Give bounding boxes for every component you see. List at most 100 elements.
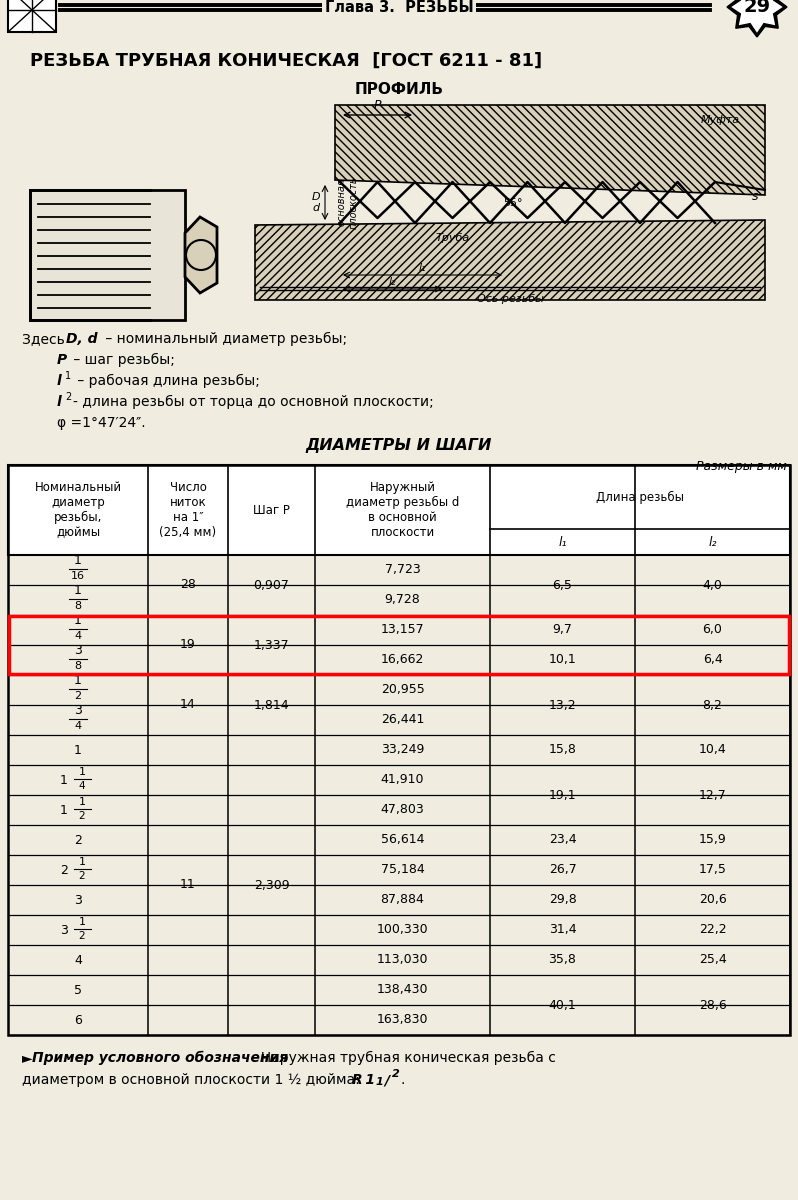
Text: ДИАМЕТРЫ И ШАГИ: ДИАМЕТРЫ И ШАГИ xyxy=(306,438,492,452)
Polygon shape xyxy=(185,217,217,293)
Text: 2: 2 xyxy=(60,864,68,876)
Polygon shape xyxy=(730,0,784,34)
Text: R 1: R 1 xyxy=(352,1073,375,1087)
Text: 20,6: 20,6 xyxy=(698,894,726,906)
Text: 33,249: 33,249 xyxy=(381,744,425,756)
Text: . Наружная трубная коническая резьба с: . Наружная трубная коническая резьба с xyxy=(252,1051,556,1066)
Text: 9,728: 9,728 xyxy=(385,594,421,606)
Text: 22,2: 22,2 xyxy=(699,924,726,936)
Text: 4: 4 xyxy=(74,631,81,641)
Text: s: s xyxy=(752,191,758,204)
Text: 4: 4 xyxy=(74,954,82,966)
Text: 1: 1 xyxy=(78,857,85,866)
Text: Число
ниток
на 1″
(25,4 мм): Число ниток на 1″ (25,4 мм) xyxy=(160,481,216,539)
Text: 1,814: 1,814 xyxy=(254,698,290,712)
Text: 12,7: 12,7 xyxy=(698,788,726,802)
Text: 2: 2 xyxy=(79,871,85,881)
Text: 113,030: 113,030 xyxy=(377,954,429,966)
Text: 0,907: 0,907 xyxy=(254,578,290,592)
Text: 1,337: 1,337 xyxy=(254,638,290,652)
Text: 1: 1 xyxy=(78,767,85,778)
Text: 10,4: 10,4 xyxy=(698,744,726,756)
Text: l₁: l₁ xyxy=(559,535,567,548)
Text: ►: ► xyxy=(22,1051,33,1066)
Text: Шаг P: Шаг P xyxy=(253,504,290,516)
Text: 3: 3 xyxy=(74,894,82,906)
Polygon shape xyxy=(255,220,765,300)
Text: 29: 29 xyxy=(744,0,771,17)
Text: 15,8: 15,8 xyxy=(548,744,576,756)
Text: 40,1: 40,1 xyxy=(549,998,576,1012)
Text: 1: 1 xyxy=(65,371,71,382)
Text: диаметром в основной плоскости 1 ½ дюйма:: диаметром в основной плоскости 1 ½ дюйма… xyxy=(22,1073,369,1087)
Text: ПРОФИЛЬ: ПРОФИЛЬ xyxy=(354,82,444,97)
Text: 35,8: 35,8 xyxy=(548,954,576,966)
Text: 2: 2 xyxy=(74,834,82,846)
Text: 163,830: 163,830 xyxy=(377,1014,429,1026)
Text: основная
плоскость: основная плоскость xyxy=(337,176,358,229)
Text: 29,8: 29,8 xyxy=(549,894,576,906)
Text: 15,9: 15,9 xyxy=(698,834,726,846)
Text: 2,309: 2,309 xyxy=(254,878,290,892)
Text: 13,157: 13,157 xyxy=(381,624,425,636)
Text: – шаг резьбы;: – шаг резьбы; xyxy=(69,353,175,367)
Text: 4,0: 4,0 xyxy=(702,578,722,592)
Text: 56,614: 56,614 xyxy=(381,834,425,846)
Text: 2: 2 xyxy=(74,691,81,701)
Bar xyxy=(8,0,56,32)
Text: 1: 1 xyxy=(74,584,82,596)
Text: 31,4: 31,4 xyxy=(549,924,576,936)
Text: 14: 14 xyxy=(180,698,196,712)
Text: 8: 8 xyxy=(74,601,81,611)
Bar xyxy=(30,190,185,320)
Text: 23,4: 23,4 xyxy=(549,834,576,846)
Text: 1: 1 xyxy=(376,1078,384,1087)
Text: - длина резьбы от торца до основной плоскости;: - длина резьбы от торца до основной плос… xyxy=(73,395,434,409)
Text: Размеры в мм: Размеры в мм xyxy=(696,460,787,473)
Text: 8,2: 8,2 xyxy=(702,698,722,712)
Text: Здесь: Здесь xyxy=(22,332,69,346)
Text: 16,662: 16,662 xyxy=(381,654,425,666)
Text: 16: 16 xyxy=(71,571,85,581)
Text: 11: 11 xyxy=(180,878,196,892)
Text: 19,1: 19,1 xyxy=(549,788,576,802)
Text: 2: 2 xyxy=(79,931,85,941)
Text: – рабочая длина резьбы;: – рабочая длина резьбы; xyxy=(73,374,260,388)
Text: 1: 1 xyxy=(74,554,82,566)
Text: 3: 3 xyxy=(74,704,82,716)
Text: 6,4: 6,4 xyxy=(702,654,722,666)
Text: Номинальный
диаметр
резьбы,
дюймы: Номинальный диаметр резьбы, дюймы xyxy=(34,481,121,539)
Text: 4: 4 xyxy=(79,781,85,791)
Text: 13,2: 13,2 xyxy=(549,698,576,712)
Text: 5: 5 xyxy=(74,984,82,996)
Text: 1: 1 xyxy=(74,744,82,756)
Text: 1: 1 xyxy=(78,917,85,926)
Text: D, d: D, d xyxy=(66,332,97,346)
Polygon shape xyxy=(335,104,765,194)
Text: Муфта: Муфта xyxy=(701,115,740,125)
Text: Наружный
диаметр резьбы d
в основной
плоскости: Наружный диаметр резьбы d в основной пло… xyxy=(346,481,459,539)
Polygon shape xyxy=(727,0,787,37)
Text: 19: 19 xyxy=(180,638,196,652)
Text: 1: 1 xyxy=(60,804,68,816)
Text: 28: 28 xyxy=(180,578,196,592)
Text: 9,7: 9,7 xyxy=(552,624,572,636)
Text: 6,0: 6,0 xyxy=(702,624,722,636)
Text: 47,803: 47,803 xyxy=(381,804,425,816)
Text: Труба: Труба xyxy=(436,233,470,242)
Text: 1: 1 xyxy=(74,674,82,686)
Text: Глава 3.  РЕЗЬБЫ: Глава 3. РЕЗЬБЫ xyxy=(325,0,473,14)
Text: 2: 2 xyxy=(79,811,85,821)
Text: 6,5: 6,5 xyxy=(552,578,572,592)
Text: 2: 2 xyxy=(65,392,71,402)
Text: l: l xyxy=(57,374,61,388)
Text: 87,884: 87,884 xyxy=(381,894,425,906)
Text: 75,184: 75,184 xyxy=(381,864,425,876)
Text: 7,723: 7,723 xyxy=(385,564,421,576)
Text: 4: 4 xyxy=(74,721,81,731)
Text: 10,1: 10,1 xyxy=(549,654,576,666)
Text: 20,955: 20,955 xyxy=(381,684,425,696)
Text: 1: 1 xyxy=(60,774,68,786)
Text: P: P xyxy=(57,353,67,367)
Text: l₂: l₂ xyxy=(709,535,717,548)
